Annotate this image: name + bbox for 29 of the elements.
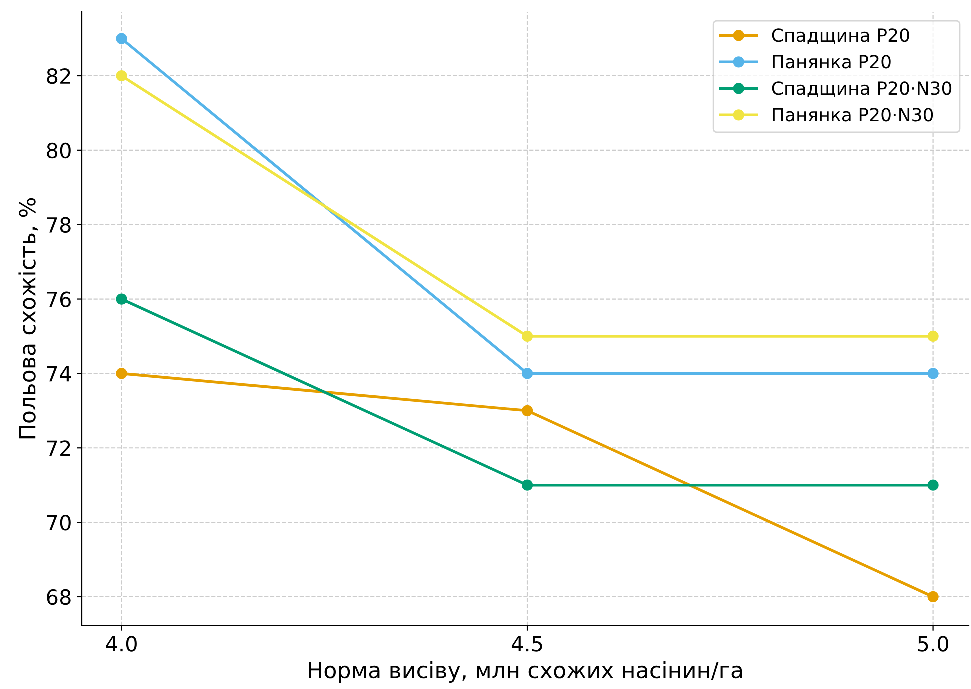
x-tick-label: 4.5 (512, 636, 542, 652)
point (522, 330, 534, 342)
point (116, 368, 128, 380)
y-tick-label: 70 (47, 515, 71, 531)
y-tick-label: 82 (47, 68, 70, 84)
point (116, 294, 128, 305)
y-tick-label: 80 (47, 142, 71, 159)
point (522, 368, 534, 380)
y-tick-label: 68 (47, 589, 71, 606)
legend-label: Панянка P20·N30 (773, 108, 934, 122)
legend-label: Спадщина P20·N30 (772, 82, 952, 98)
point (522, 480, 534, 491)
x-tick-label: 4.0 (106, 636, 137, 652)
y-tick-label: 72 (47, 440, 70, 456)
point (522, 405, 534, 416)
y-tick-label: 78 (47, 217, 71, 234)
y-axis-title: Польова схожість, % (18, 198, 38, 439)
legend-label: Спадщина P20 (772, 28, 910, 44)
x-axis-title: Норма висіву, млн схожих насінин/га (309, 661, 742, 683)
point (928, 330, 939, 342)
y-tick-label: 74 (47, 366, 72, 382)
y-tick-label: 76 (47, 292, 71, 308)
legend-label: Панянка P20 (773, 55, 891, 69)
point (116, 70, 128, 82)
x-tick-label: 5.0 (918, 636, 948, 652)
point (928, 368, 939, 380)
point (116, 33, 128, 44)
point (928, 591, 939, 603)
point (928, 480, 939, 491)
